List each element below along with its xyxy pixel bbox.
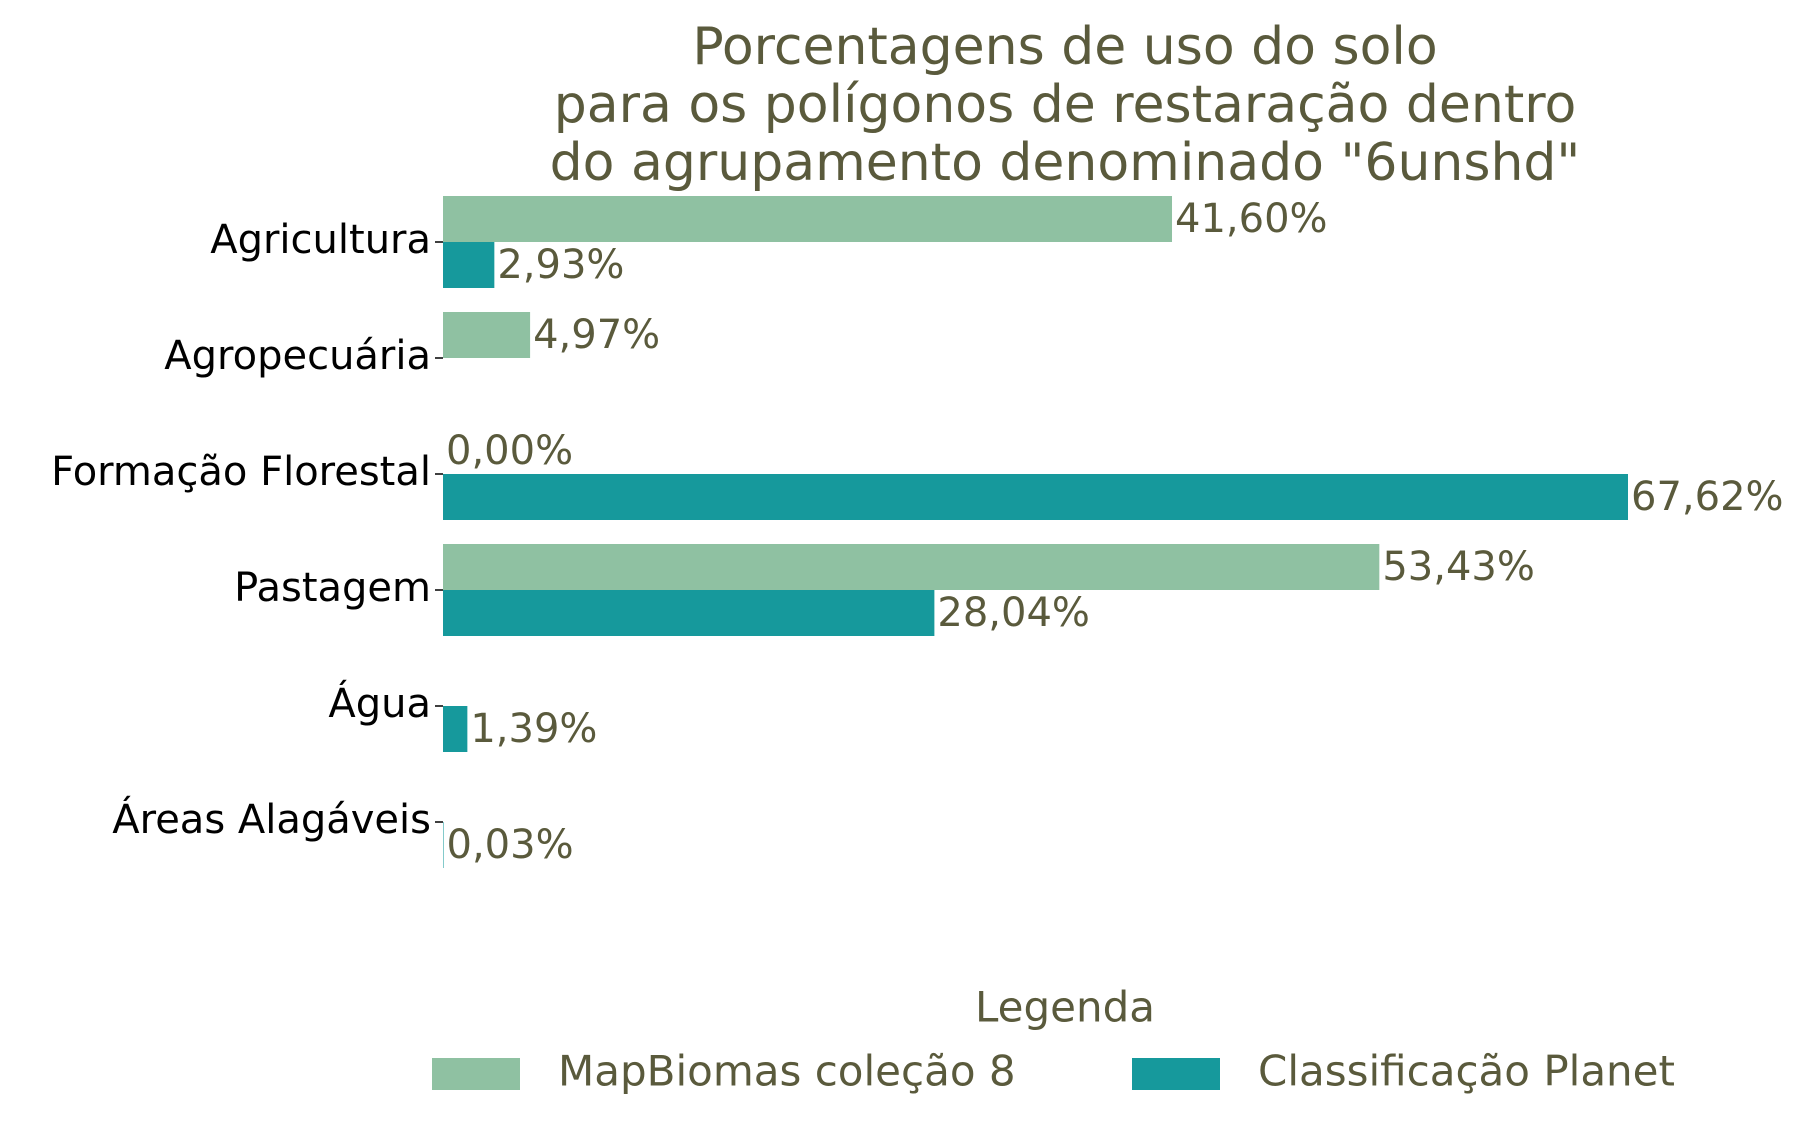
y-axis: Agricultura Agropecuária Formação Floresta… bbox=[51, 217, 443, 843]
legend: Legenda MapBiomas coleção 8 Classificação … bbox=[432, 983, 1675, 1096]
data-label: 0,03% bbox=[447, 822, 574, 868]
data-label: 1,39% bbox=[470, 706, 597, 752]
bar-series-2 bbox=[443, 706, 468, 752]
legend-label-2: Classificação Planet bbox=[1258, 1047, 1675, 1096]
y-tick-label: Formação Florestal bbox=[51, 449, 431, 495]
y-tick-label: Pastagem bbox=[234, 565, 431, 611]
y-tick-label: Água bbox=[328, 679, 431, 727]
data-label: 67,62% bbox=[1631, 474, 1784, 520]
data-labels: 41,60% 4,97% 0,00% 53,43% 2,93% 67,62% 28,04% 1… bbox=[446, 196, 1784, 868]
bar-series-2 bbox=[443, 822, 444, 868]
legend-swatch-1 bbox=[432, 1058, 520, 1090]
bars bbox=[443, 196, 1628, 868]
legend-title: Legenda bbox=[975, 983, 1155, 1032]
y-tick-label: Agricultura bbox=[210, 217, 431, 263]
data-label: 28,04% bbox=[937, 590, 1090, 636]
bar-series-1 bbox=[443, 312, 531, 358]
chart-title-line-1: Porcentagens de uso do solo bbox=[692, 17, 1437, 77]
data-label: 53,43% bbox=[1382, 544, 1535, 590]
data-label: 2,93% bbox=[497, 242, 624, 288]
bar-series-2 bbox=[443, 242, 495, 288]
bar-series-2 bbox=[443, 474, 1628, 520]
bar-series-2 bbox=[443, 590, 935, 636]
legend-label-1: MapBiomas coleção 8 bbox=[558, 1047, 1016, 1096]
bar-series-1 bbox=[443, 196, 1173, 242]
y-tick-label: Áreas Alagáveis bbox=[112, 795, 431, 843]
chart-title-line-3: do agrupamento denominado "6unshd" bbox=[550, 133, 1581, 193]
data-label: 0,00% bbox=[446, 428, 573, 474]
chart-title-line-2: para os polígonos de restaração dentro bbox=[554, 75, 1577, 135]
data-label: 4,97% bbox=[533, 312, 660, 358]
bar-series-1 bbox=[443, 544, 1380, 590]
legend-swatch-2 bbox=[1132, 1058, 1220, 1090]
y-tick-label: Agropecuária bbox=[164, 333, 431, 379]
data-label: 41,60% bbox=[1175, 196, 1328, 242]
